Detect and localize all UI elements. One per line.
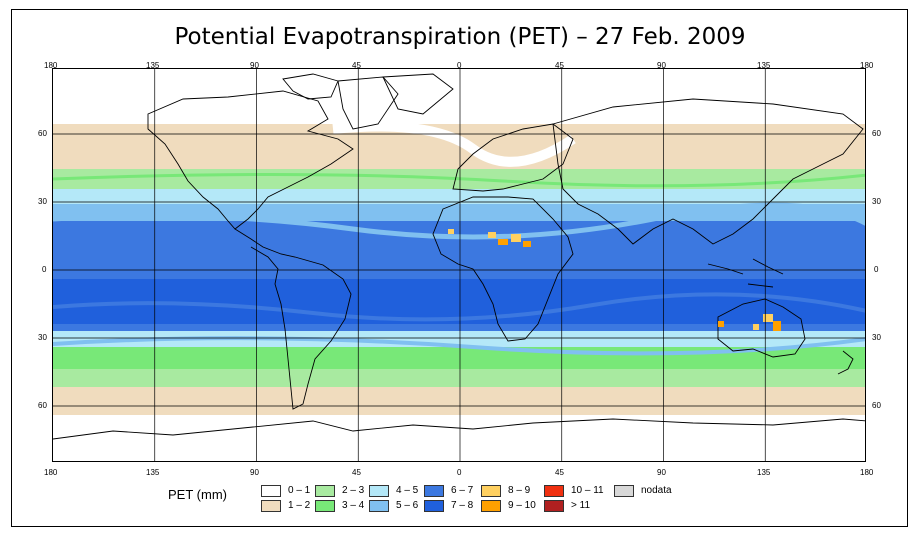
- legend-label: > 11: [571, 500, 590, 511]
- lon-tick-top: 180: [860, 61, 874, 70]
- band-4-5-south: [53, 331, 865, 349]
- legend-swatch: [424, 485, 444, 497]
- lat-tick-right: 30: [872, 197, 881, 206]
- lon-tick-bottom: 0: [457, 468, 462, 477]
- legend-label: 4 – 5: [396, 485, 419, 496]
- lon-tick-bottom: 90: [657, 468, 666, 477]
- legend-label: 1 – 2: [288, 500, 311, 511]
- lat-tick-right: 0: [874, 265, 879, 274]
- streak: [53, 172, 865, 188]
- map-title: Potential Evapotranspiration (PET) – 27 …: [174, 24, 746, 50]
- legend-title: PET (mm): [168, 487, 227, 502]
- lon-tick-top: 90: [250, 61, 259, 70]
- lat-tick-left: 30: [38, 333, 47, 342]
- lon-tick-top: 135: [757, 61, 771, 70]
- legend-label: 0 – 1: [288, 485, 311, 496]
- legend-label: nodata: [641, 485, 672, 496]
- legend-swatch: [544, 500, 564, 512]
- legend-label: 10 – 11: [571, 485, 604, 496]
- lat-tick-left: 60: [38, 129, 47, 138]
- legend-swatch: [315, 500, 335, 512]
- legend-swatch: [544, 485, 564, 497]
- legend-swatch: [481, 485, 501, 497]
- high-pet-patches: [448, 229, 781, 331]
- graticule: [53, 69, 865, 461]
- lon-tick-bottom: 45: [352, 468, 361, 477]
- legend-label: 3 – 4: [342, 500, 365, 511]
- lon-tick-bottom: 135: [146, 468, 160, 477]
- band-0-1-south: [53, 415, 865, 461]
- legend-swatch: [614, 485, 634, 497]
- legend-swatch: [315, 485, 335, 497]
- band-4-5-north: [53, 189, 865, 207]
- map-panel: [52, 68, 866, 462]
- lon-tick-bottom: 180: [44, 468, 58, 477]
- lon-tick-bottom: 45: [555, 468, 564, 477]
- lat-tick-left: 60: [38, 401, 47, 410]
- legend-label: 7 – 8: [451, 500, 474, 511]
- figure-frame: [11, 9, 908, 527]
- lon-tick-top: 45: [352, 61, 361, 70]
- legend-label: 5 – 6: [396, 500, 419, 511]
- streak: [53, 336, 865, 356]
- legend-label: 8 – 9: [508, 485, 531, 496]
- band-7-8-south: [53, 279, 865, 324]
- band-2-3-south: [53, 369, 865, 391]
- legend-swatch: [369, 485, 389, 497]
- lat-tick-left: 0: [42, 265, 47, 274]
- coastlines: [53, 73, 865, 440]
- lon-tick-top: 135: [146, 61, 160, 70]
- streak: [53, 292, 865, 322]
- lon-tick-top: 45: [555, 61, 564, 70]
- lon-tick-bottom: 90: [250, 468, 259, 477]
- lat-tick-right: 30: [872, 333, 881, 342]
- lat-tick-left: 30: [38, 197, 47, 206]
- legend-swatch: [424, 500, 444, 512]
- legend-swatch: [369, 500, 389, 512]
- legend-label: 9 – 10: [508, 500, 536, 511]
- lon-tick-top: 0: [457, 61, 462, 70]
- lon-tick-bottom: 135: [757, 468, 771, 477]
- band-1-2-south: [53, 387, 865, 415]
- legend-swatch: [261, 500, 281, 512]
- lon-tick-bottom: 180: [860, 468, 874, 477]
- streak: [332, 121, 576, 167]
- lat-tick-right: 60: [872, 401, 881, 410]
- legend-swatch: [481, 500, 501, 512]
- legend-label: 6 – 7: [451, 485, 474, 496]
- legend-label: 2 – 3: [342, 485, 365, 496]
- legend-swatch: [261, 485, 281, 497]
- lon-tick-top: 180: [44, 61, 58, 70]
- lon-tick-top: 90: [657, 61, 666, 70]
- pet-map: [53, 69, 865, 461]
- lat-tick-right: 60: [872, 129, 881, 138]
